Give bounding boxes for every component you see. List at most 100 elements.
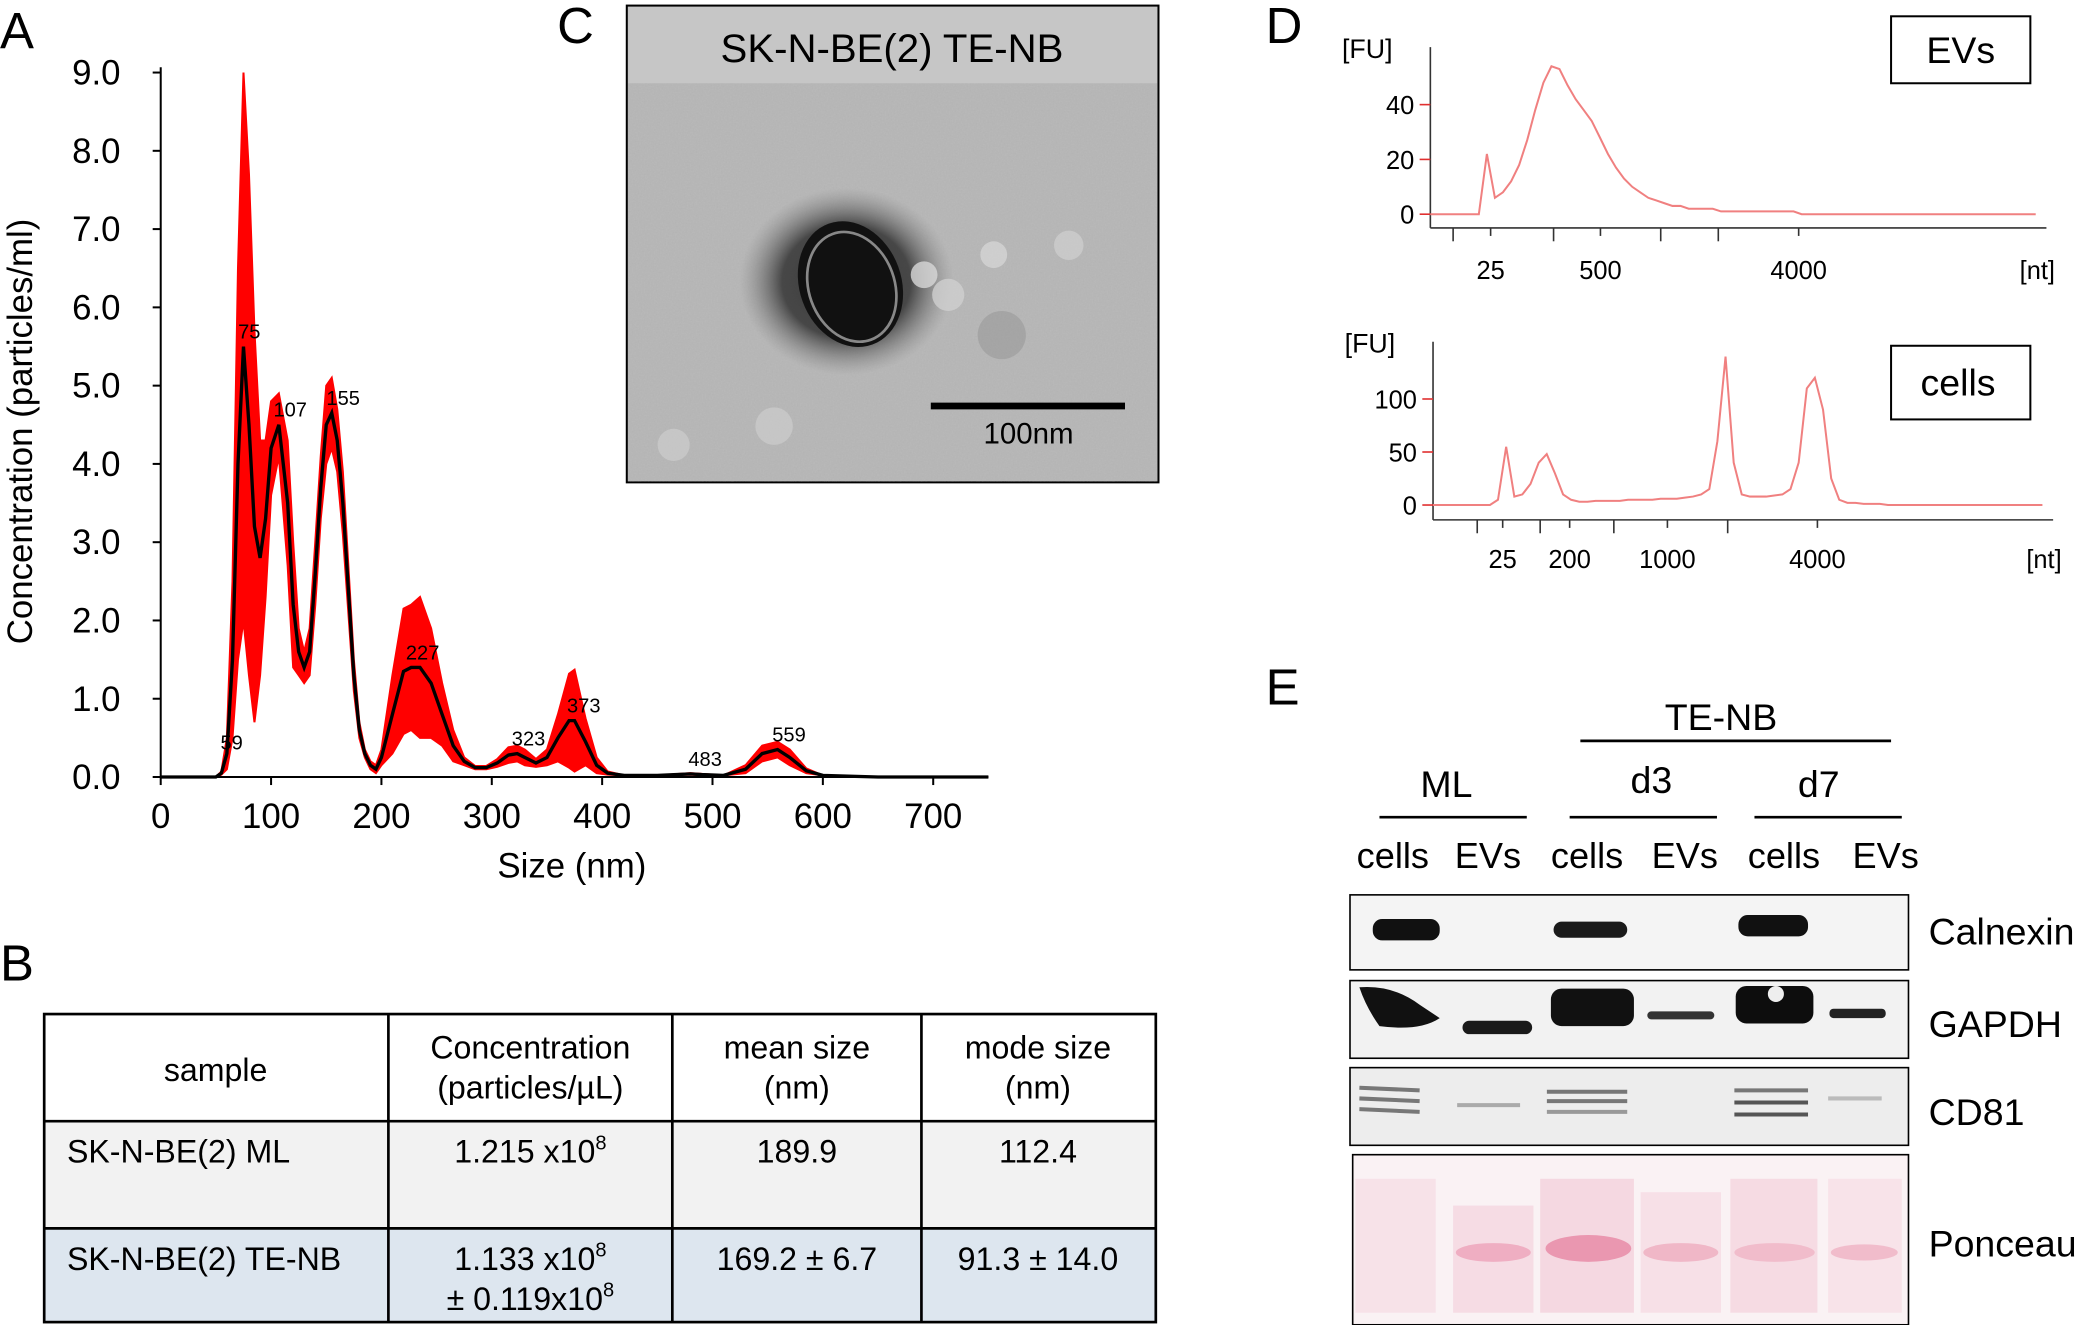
condition-label: d3 xyxy=(1630,759,1672,801)
table: sample Concentration (particles/µL) mean si… xyxy=(42,1012,1158,1324)
x-tick-label: 4000 xyxy=(1770,257,1827,285)
row-bg xyxy=(44,1228,1156,1323)
y-tick-label: 40 xyxy=(1386,92,1414,120)
x-tick-label: 200 xyxy=(352,797,410,836)
header-cell: mode size (nm) xyxy=(965,1029,1111,1105)
scale-bar-label: 100nm xyxy=(984,418,1074,451)
vesicle xyxy=(977,310,1026,360)
ponceau-stain xyxy=(1355,1178,1902,1313)
peak-label: 559 xyxy=(772,725,806,747)
header-cell: Concentration (particles/µL) xyxy=(430,1029,630,1105)
table-cell: 1.215 x108 xyxy=(454,1132,606,1169)
table-border xyxy=(42,1012,1158,1324)
band xyxy=(1553,921,1628,938)
row-label: Ponceau xyxy=(1929,1222,2077,1264)
x-unit: [nt] xyxy=(2026,546,2061,574)
x-tick-label: 4000 xyxy=(1789,546,1846,574)
y-tick-label: 4.0 xyxy=(72,445,120,484)
band-group xyxy=(1359,1085,1882,1117)
lane-label: EVs xyxy=(1455,835,1521,876)
x-tick-label: 1000 xyxy=(1639,546,1696,574)
peak-label: 75 xyxy=(238,321,260,343)
lane-label: cells xyxy=(1748,835,1820,876)
x-tick-label: 200 xyxy=(1548,546,1590,574)
row-label: CD81 xyxy=(1929,1091,2025,1133)
micrograph: SK-N-BE(2) TE-NB 100nm xyxy=(625,4,1160,484)
vesicle xyxy=(755,407,793,445)
band xyxy=(1829,1008,1886,1019)
y-tick-label: 6.0 xyxy=(72,288,120,327)
x-tick-label: 0 xyxy=(151,797,170,836)
cell-text: ± 0.119x10 xyxy=(447,1281,603,1317)
lane-label: EVs xyxy=(1853,835,1919,876)
vesicle xyxy=(1054,230,1084,261)
y-tick-label: 20 xyxy=(1386,147,1414,175)
x-tick-label: 700 xyxy=(904,797,962,836)
table-cell: 112.4 xyxy=(999,1134,1077,1170)
y-tick-label: 5.0 xyxy=(72,367,120,406)
lane-label: cells xyxy=(1357,835,1429,876)
condition-label: ML xyxy=(1420,763,1472,805)
x-tick-label: 25 xyxy=(1476,257,1504,285)
x-tick-label: 500 xyxy=(1579,257,1621,285)
table-cell: SK-N-BE(2) ML xyxy=(67,1134,290,1170)
x-unit: [nt] xyxy=(2020,257,2055,285)
western-blot: TE-NB ML d3 d7 cells EVs cells EVs cells… xyxy=(1349,696,2077,1325)
artifact xyxy=(1767,985,1784,1003)
lane-label: cells xyxy=(1551,835,1623,876)
peak-label: 323 xyxy=(512,728,546,750)
peak-label: 155 xyxy=(326,388,360,410)
panel-label: C xyxy=(557,0,594,54)
superscript: 8 xyxy=(595,1239,606,1261)
peak-label: 107 xyxy=(273,400,307,422)
x-tick-label: 400 xyxy=(573,797,631,836)
group-label: TE-NB xyxy=(1665,696,1778,738)
peak-label: 483 xyxy=(688,749,722,771)
band xyxy=(1647,1011,1715,1020)
peak-label: 373 xyxy=(567,696,601,718)
vesicle xyxy=(910,261,938,289)
vesicle xyxy=(797,221,904,348)
peak-label: 227 xyxy=(406,642,440,664)
panel-label: B xyxy=(0,935,34,992)
peak-label: 59 xyxy=(220,732,242,754)
y-tick-label: 100 xyxy=(1375,386,1417,414)
band xyxy=(1550,988,1634,1027)
blot-strip xyxy=(1349,894,1910,971)
table-cell: 189.9 xyxy=(757,1134,837,1170)
y-tick-label: 2.0 xyxy=(72,602,120,641)
box-label: EVs xyxy=(1926,29,1995,71)
row-bg xyxy=(44,1121,1156,1229)
panel-label: D xyxy=(1266,0,1303,54)
y-tick-label: 9.0 xyxy=(72,54,120,93)
y-tick-label: 3.0 xyxy=(72,523,120,562)
row-label: GAPDH xyxy=(1929,1003,2062,1045)
x-tick-label: 500 xyxy=(683,797,741,836)
mean-line xyxy=(160,346,989,779)
row-label: Calnexin xyxy=(1929,910,2075,952)
x-tick-label: 100 xyxy=(242,797,300,836)
y-tick-label: 0.0 xyxy=(72,758,120,797)
vesicle-membrane xyxy=(805,230,898,344)
y-tick-label: 7.0 xyxy=(72,210,120,249)
label-box xyxy=(1890,15,2032,85)
cell-text: 1.215 x10 xyxy=(454,1134,595,1170)
condition-label: d7 xyxy=(1798,763,1840,805)
band xyxy=(1359,986,1440,1028)
trace-line xyxy=(1430,65,2036,216)
table-cell: ± 0.119x108 xyxy=(447,1280,615,1317)
band xyxy=(1738,914,1809,937)
y-axis-label: Concentration (particles/ml) xyxy=(1,219,40,645)
x-tick-label: 300 xyxy=(463,797,521,836)
band xyxy=(1372,918,1440,941)
cell-text: 1.133 x10 xyxy=(454,1241,595,1277)
table-cell: 169.2 ± 6.7 xyxy=(717,1241,878,1277)
lane-label: EVs xyxy=(1652,835,1718,876)
table-cell: SK-N-BE(2) TE-NB xyxy=(67,1241,341,1277)
y-tick-label: 8.0 xyxy=(72,132,120,171)
box-label: cells xyxy=(1921,361,1996,403)
y-unit: [FU] xyxy=(1342,34,1393,64)
band xyxy=(1462,1020,1533,1035)
nta-chart: Size (nm) Concentration (particles/ml) 5… xyxy=(1,54,989,885)
